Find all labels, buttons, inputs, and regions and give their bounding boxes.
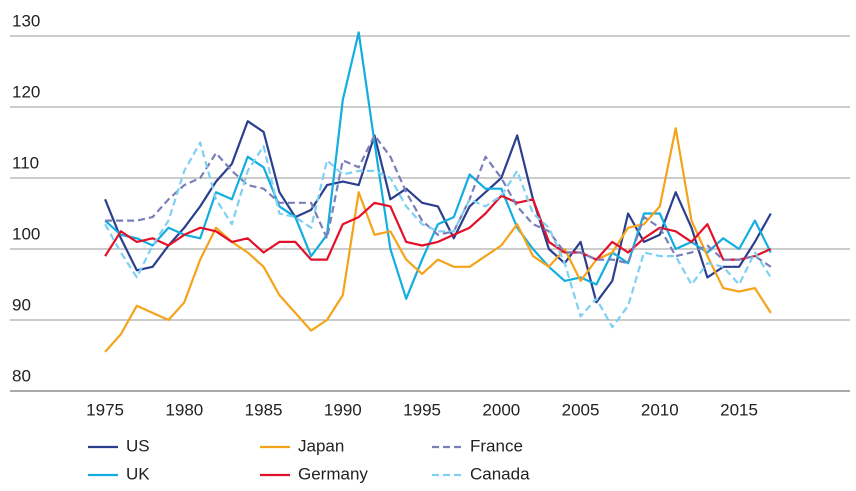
legend-label: Japan	[298, 436, 344, 455]
series-line	[105, 134, 772, 268]
legend-label: UK	[126, 464, 150, 483]
x-tick-label: 1995	[403, 400, 441, 419]
series-line	[104, 141, 772, 329]
x-tick-label: 2015	[720, 400, 758, 419]
x-tick-label: 2010	[641, 400, 679, 419]
series-line	[104, 31, 772, 300]
series-line	[104, 120, 772, 304]
x-tick-label: 1980	[165, 400, 203, 419]
x-tick-label: 1990	[324, 400, 362, 419]
y-tick-label: 90	[12, 295, 31, 314]
y-tick-label: 100	[12, 224, 40, 243]
legend-label: France	[470, 436, 523, 455]
y-tick-label: 130	[12, 11, 40, 30]
x-tick-label: 1975	[86, 400, 124, 419]
legend-label: Germany	[298, 464, 368, 483]
y-tick-label: 80	[12, 366, 31, 385]
series-line	[104, 127, 772, 353]
x-tick-label: 2005	[562, 400, 600, 419]
x-tick-label: 1985	[245, 400, 283, 419]
x-tick-label: 2000	[482, 400, 520, 419]
y-tick-label: 120	[12, 82, 40, 101]
legend-label: Canada	[470, 464, 530, 483]
y-tick-label: 110	[12, 153, 39, 172]
legend-label: US	[126, 436, 150, 455]
